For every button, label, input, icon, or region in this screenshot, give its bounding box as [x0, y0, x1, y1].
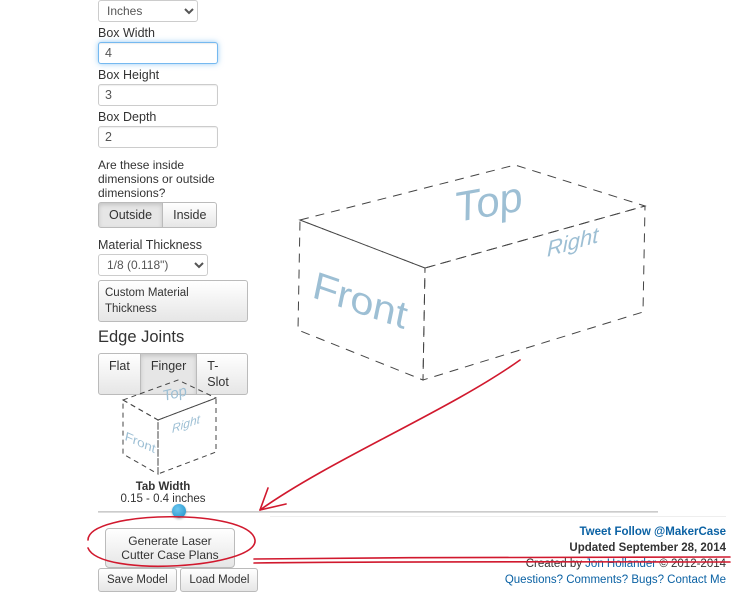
inside-button[interactable]: Inside — [162, 202, 217, 228]
box-height-input[interactable] — [98, 84, 218, 106]
author-link[interactable]: Jon Hollander — [585, 558, 656, 570]
dimensions-question: Are these inside dimensions or outside d… — [98, 158, 238, 200]
material-thickness-label: Material Thickness — [98, 238, 248, 252]
cube-top-text: Top — [161, 382, 189, 404]
edge-joints-heading: Edge Joints — [98, 328, 248, 347]
box-right-text: Right — [547, 222, 600, 262]
tweet-link[interactable]: Tweet — [579, 526, 611, 538]
box-3d-preview[interactable]: Top Front Right — [285, 160, 665, 390]
updated-text: Updated September 28, 2014 — [505, 540, 726, 556]
units-select[interactable]: Inches — [98, 0, 198, 22]
tab-width-slider-knob[interactable] — [172, 504, 186, 518]
box-width-input[interactable] — [98, 42, 218, 64]
dimensions-toggle: Outside Inside — [98, 202, 217, 228]
box-height-label: Box Height — [98, 68, 248, 82]
material-thickness-select[interactable]: 1/8 (0.118") — [98, 254, 208, 276]
outside-button[interactable]: Outside — [98, 202, 163, 228]
cube-right-text: Right — [172, 412, 201, 436]
generate-plans-button[interactable]: Generate Laser Cutter Case Plans — [105, 528, 235, 568]
custom-thickness-button[interactable]: Custom Material Thickness — [98, 280, 248, 322]
follow-link[interactable]: Follow @MakerCase — [614, 526, 726, 538]
box-depth-label: Box Depth — [98, 110, 248, 124]
tab-width-range: 0.15 - 0.4 inches — [98, 493, 228, 505]
box-depth-input[interactable] — [98, 126, 218, 148]
footer-divider — [270, 516, 726, 517]
cube-front-text: Front — [125, 429, 156, 457]
load-model-button[interactable]: Load Model — [180, 568, 258, 592]
box-top-text: Top — [450, 173, 526, 231]
settings-panel: Inches Box Width Box Height Box Depth Ar… — [98, 0, 248, 401]
created-by-line: Created by Jon Hollander © 2012-2014 — [505, 556, 726, 572]
tab-width-block: Tab Width 0.15 - 0.4 inches — [98, 479, 228, 507]
tab-width-label: Tab Width — [98, 481, 228, 493]
footer: Tweet Follow @MakerCase Updated Septembe… — [505, 524, 726, 588]
save-model-button[interactable]: Save Model — [98, 568, 177, 592]
contact-link[interactable]: Questions? Comments? Bugs? Contact Me — [505, 574, 726, 586]
box-width-label: Box Width — [98, 26, 248, 40]
joint-preview-cube: Top Front Right — [98, 368, 228, 483]
box-front-text: Front — [313, 262, 408, 339]
